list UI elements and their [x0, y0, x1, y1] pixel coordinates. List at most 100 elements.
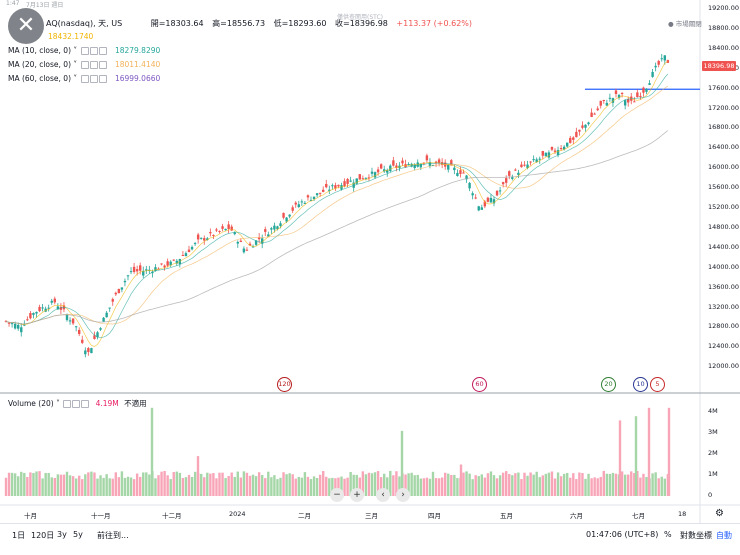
candle-body	[614, 90, 618, 94]
price-tick-label: 18400.00	[708, 43, 740, 52]
candle-body	[318, 192, 322, 194]
zoom-in-button[interactable]: +	[350, 488, 364, 502]
settings-icon[interactable]	[89, 75, 98, 83]
volume-bar	[340, 476, 343, 496]
goto-button[interactable]: 前往到...	[97, 531, 129, 540]
chart-settings-icon[interactable]: ⚙	[715, 508, 724, 519]
range-1d-button[interactable]: 1日	[12, 531, 26, 540]
volume-bar	[407, 473, 410, 496]
volume-bar	[572, 473, 575, 496]
status-date: 7月13日 週日	[26, 2, 64, 9]
scroll-left-button[interactable]: ‹	[376, 488, 390, 502]
volume-bar	[218, 472, 221, 496]
auto-scale-toggle[interactable]: 自動	[716, 531, 732, 540]
marker-120[interactable]: 120	[277, 377, 292, 392]
marker-10[interactable]: 10	[633, 377, 648, 392]
candle-body	[29, 312, 32, 319]
range-5y-button[interactable]: 5y	[73, 530, 83, 539]
volume-bar	[529, 472, 532, 496]
candle-body	[325, 184, 328, 188]
legend-ma20[interactable]: MA (20, close, 0) ˅ 18011.4140	[8, 60, 161, 69]
visibility-icon[interactable]	[63, 400, 72, 408]
volume-bar	[157, 475, 160, 496]
candle-body	[59, 306, 63, 310]
visibility-icon[interactable]	[80, 47, 89, 55]
candle-body	[218, 230, 221, 232]
legend-ma5[interactable]: 18432.1740	[48, 32, 93, 41]
volume-tick-label: 3M	[708, 428, 718, 436]
volume-bar	[633, 473, 636, 496]
legend-ma10[interactable]: MA (10, close, 0) ˅ 18279.8290	[8, 46, 161, 55]
volume-bar	[47, 472, 50, 496]
settings-icon[interactable]	[89, 47, 98, 55]
close-icon[interactable]	[98, 75, 107, 83]
marker-20[interactable]: 20	[601, 377, 616, 392]
volume-bar	[474, 475, 477, 496]
close-icon[interactable]	[81, 400, 90, 408]
marker-5[interactable]: 5	[650, 377, 665, 392]
scroll-right-button[interactable]: ›	[396, 488, 410, 502]
volume-bar	[416, 474, 419, 496]
candle-body	[547, 152, 551, 158]
volume-bar	[279, 477, 282, 496]
volume-bar	[10, 472, 14, 496]
log-scale-toggle[interactable]: 對數坐標	[680, 531, 712, 540]
close-button[interactable]: ✕	[8, 8, 44, 44]
candle-body	[526, 164, 529, 169]
visibility-icon[interactable]	[80, 75, 89, 83]
range-120d-button[interactable]: 120日	[31, 531, 55, 540]
volume-bar	[544, 473, 548, 496]
price-scale[interactable]: 19200.0018800.0018400.0018000.0017600.00…	[700, 0, 740, 395]
close-icon: ✕	[16, 13, 36, 38]
candle-body	[32, 313, 35, 315]
time-label: 十二月	[162, 512, 182, 520]
candle-body	[334, 185, 337, 189]
time-label: 四月	[428, 512, 441, 520]
moving-average-line	[5, 85, 668, 325]
legend-ma5-value: 18432.1740	[48, 32, 94, 41]
visibility-icon[interactable]	[80, 61, 89, 69]
volume-bar	[294, 478, 297, 496]
volume-bar	[212, 473, 215, 496]
volume-bar	[431, 471, 435, 496]
close-icon[interactable]	[98, 61, 107, 69]
candle-body	[361, 178, 365, 180]
candle-body	[587, 122, 590, 125]
candle-body	[200, 237, 203, 239]
volume-bar	[233, 476, 236, 496]
range-3y-button[interactable]: 3y	[57, 530, 67, 539]
candle-body	[379, 164, 383, 169]
legend-ma60-value: 16999.0660	[114, 74, 161, 83]
volume-bar	[392, 475, 395, 496]
settings-icon[interactable]	[72, 400, 81, 408]
symbol-label[interactable]: AQ(nasdaq), 天, US	[46, 19, 123, 28]
candle-body	[346, 179, 349, 184]
time-label: 五月	[500, 512, 513, 520]
volume-bar	[154, 478, 157, 496]
market-status-text: 市場關閉	[675, 20, 702, 28]
candle-body	[270, 228, 273, 230]
candle-body	[65, 314, 69, 321]
candle-body	[306, 195, 310, 198]
volume-bar	[303, 472, 307, 496]
zoom-out-button[interactable]: −	[330, 488, 344, 502]
candle-body	[501, 182, 505, 185]
time-label: 二月	[298, 512, 311, 520]
candle-body	[468, 182, 471, 189]
settings-icon[interactable]	[89, 61, 98, 69]
candle-body	[413, 164, 416, 168]
legend-ma60[interactable]: MA (60, close, 0) ˅ 16999.0660	[8, 74, 161, 83]
volume-bar	[486, 473, 490, 496]
volume-bar	[434, 478, 438, 496]
time-axis[interactable]: 十月 十一月 十二月 2024 二月 三月 四月 五月 六月 七月 18	[0, 505, 700, 523]
volume-bar	[203, 477, 206, 496]
volume-scale[interactable]: 4M 3M 2M 1M 0	[700, 395, 740, 505]
volume-bar	[261, 474, 264, 496]
marker-60[interactable]: 60	[472, 377, 487, 392]
volume-bar	[578, 472, 581, 496]
candle-body	[74, 326, 78, 328]
volume-legend[interactable]: Volume (20) ˅ 4.19M 不適用	[8, 399, 147, 408]
close-icon[interactable]	[98, 47, 107, 55]
percent-toggle[interactable]: %	[664, 530, 672, 539]
